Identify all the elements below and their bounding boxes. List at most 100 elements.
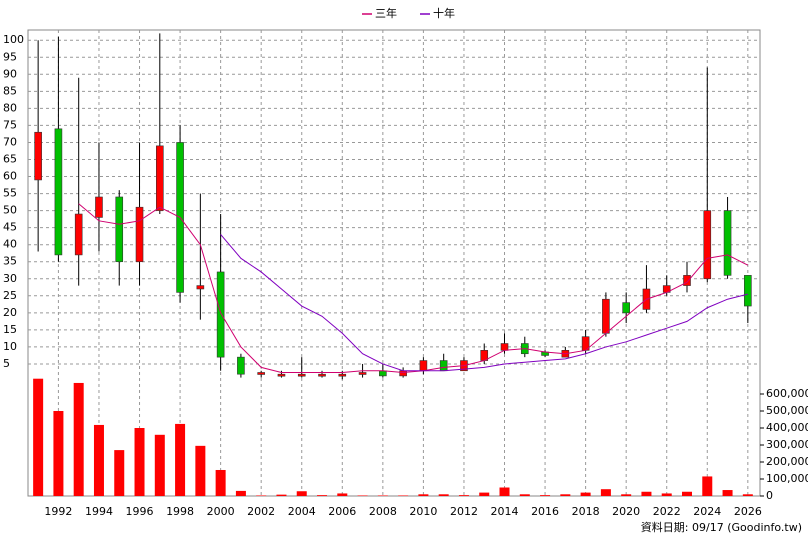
y-tick-label: 45: [3, 221, 17, 234]
volume-bar: [53, 411, 64, 496]
x-tick-label: 2026: [734, 505, 762, 518]
candle-body: [622, 302, 630, 314]
volume-bar: [682, 491, 693, 496]
candle-body: [379, 370, 387, 377]
x-tick-label: 2012: [450, 505, 478, 518]
volume-bar: [114, 450, 125, 496]
plot-frame: [27, 29, 761, 497]
volume-bar: [357, 495, 368, 496]
candle-body: [338, 373, 347, 377]
x-tick-label: 2008: [369, 505, 397, 518]
x-tick-label: 2014: [491, 505, 519, 518]
y-tick-label: 85: [3, 84, 17, 97]
y-tick-label: 35: [3, 255, 17, 268]
y2-tick-label: 0: [766, 489, 773, 502]
y-tick-label: 55: [3, 187, 17, 200]
candle-body: [683, 275, 691, 286]
y-tick-label: 60: [3, 170, 17, 183]
y-tick-label: 20: [3, 306, 17, 319]
legend-label: 十年: [433, 6, 455, 20]
y-tick-label: 10: [3, 340, 17, 353]
x-tick-label: 1992: [44, 505, 72, 518]
y2-tick-label: 100,000: [766, 472, 808, 485]
candle-body: [54, 128, 63, 256]
volume-bar: [256, 495, 267, 496]
x-tick-label: 2010: [409, 505, 437, 518]
volume-bar: [337, 493, 348, 496]
volume-bar: [499, 487, 510, 496]
volume-bar: [722, 490, 733, 496]
volume-bar: [134, 428, 145, 496]
candle-body: [95, 196, 103, 218]
volume-bar: [621, 494, 632, 496]
volume-bar: [560, 494, 571, 496]
candle-body: [115, 196, 124, 263]
x-tick-label: 2020: [612, 505, 640, 518]
volume-bar: [215, 469, 226, 496]
x-tick-label: 2024: [693, 505, 721, 518]
candle-body: [277, 373, 286, 377]
volume-bar: [33, 378, 44, 496]
volume-bar: [600, 489, 611, 496]
y2-tick-label: 200,000: [766, 455, 808, 468]
candle-body: [237, 356, 245, 375]
x-tick-label: 2006: [328, 505, 356, 518]
candle-body: [703, 210, 712, 280]
volume-bar: [661, 493, 672, 496]
y-tick-label: 100: [3, 33, 24, 46]
y-tick-label: 5: [3, 357, 10, 370]
candle-body: [216, 271, 225, 358]
volume-bar: [418, 494, 429, 496]
candle-body: [196, 285, 205, 290]
y2-tick-label: 500,000: [766, 404, 808, 417]
candle-body: [34, 131, 42, 181]
y-tick-label: 25: [3, 289, 17, 302]
y-tick-label: 80: [3, 101, 17, 114]
volume-bar: [175, 423, 186, 496]
volume-bar: [154, 434, 165, 496]
candle-body: [419, 360, 428, 372]
candle-body: [439, 360, 448, 372]
volume-bar: [296, 491, 307, 496]
x-tick-label: 1994: [85, 505, 113, 518]
candle-body: [358, 372, 367, 375]
x-tick-label: 2022: [653, 505, 681, 518]
y-tick-label: 15: [3, 323, 17, 336]
y-tick-label: 70: [3, 135, 17, 148]
volume-bar: [479, 492, 490, 496]
volume-bar: [93, 424, 104, 496]
y2-tick-label: 600,000: [766, 387, 808, 400]
y-tick-label: 90: [3, 67, 17, 80]
volume-bar: [458, 495, 469, 496]
legend-label: 三年: [375, 6, 397, 20]
ma-line: [78, 203, 749, 373]
candle-body: [399, 370, 407, 377]
volume-bar: [377, 495, 388, 496]
ma-line: [220, 234, 748, 372]
volume-bar: [580, 492, 591, 496]
y2-tick-label: 400,000: [766, 421, 808, 434]
y2-tick-label: 300,000: [766, 438, 808, 451]
footer: 資料日期: 09/17 (Goodinfo.tw): [641, 520, 802, 534]
volume-bar: [702, 476, 713, 496]
volume-bar: [438, 494, 449, 496]
x-tick-label: 2018: [572, 505, 600, 518]
volume-bar: [195, 445, 206, 496]
candle-body: [500, 343, 509, 351]
volume-bar: [276, 494, 287, 496]
candle-body: [723, 210, 732, 276]
volume-bar: [235, 490, 246, 496]
candle-body: [135, 206, 144, 263]
candle-body: [74, 213, 83, 256]
volume-bar: [317, 495, 328, 496]
candle-body: [257, 372, 265, 375]
volume-bar: [742, 494, 753, 496]
y-tick-label: 50: [3, 204, 17, 217]
y-tick-label: 30: [3, 272, 17, 285]
x-tick-label: 2002: [247, 505, 275, 518]
y-tick-label: 95: [3, 50, 17, 63]
candle-body: [318, 373, 326, 377]
volume-bar: [73, 382, 84, 496]
x-tick-label: 2004: [288, 505, 316, 518]
